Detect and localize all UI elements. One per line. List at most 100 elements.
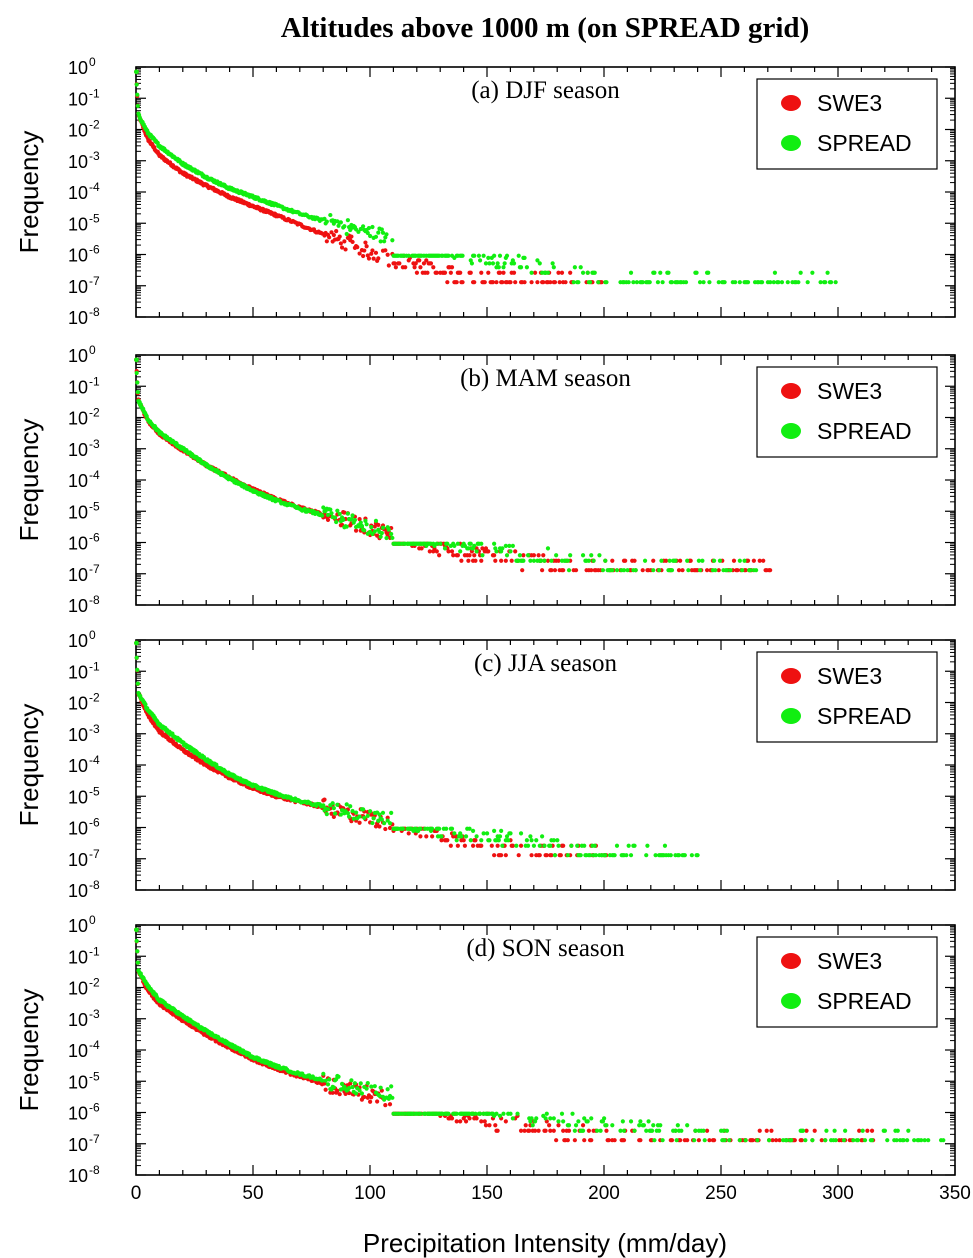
data-point (460, 280, 465, 285)
y-tick-exponent: -6 (89, 243, 100, 257)
data-point (344, 802, 349, 807)
data-point (716, 568, 721, 573)
y-tick-exponent: -8 (89, 878, 100, 892)
data-point (578, 265, 583, 270)
data-point (547, 1123, 552, 1128)
data-point (372, 524, 377, 529)
data-point (518, 1128, 524, 1133)
data-point (537, 261, 542, 266)
data-point (350, 239, 355, 245)
data-point (470, 828, 476, 833)
legend-box (756, 936, 938, 1028)
data-point (586, 1128, 592, 1133)
data-point (612, 1138, 617, 1143)
data-point (323, 1087, 328, 1092)
series-spread (134, 69, 838, 285)
data-point (631, 280, 636, 285)
y-tick-exponent: -8 (89, 593, 100, 607)
data-point (357, 516, 362, 522)
data-point (769, 1128, 774, 1133)
data-point (335, 802, 340, 807)
data-point (686, 568, 691, 573)
data-point (336, 223, 341, 228)
y-tick-label: 10 (68, 787, 88, 807)
data-point (329, 811, 334, 816)
panel-label: (a) DJF season (471, 77, 620, 104)
y-tick-exponent: 0 (89, 628, 96, 642)
data-point (682, 853, 687, 858)
data-point (486, 255, 491, 260)
data-point (494, 1111, 499, 1116)
data-point (510, 843, 515, 848)
data-point (345, 218, 350, 223)
data-point (342, 239, 347, 244)
data-point (480, 546, 485, 551)
data-point (843, 1128, 848, 1133)
data-point (621, 568, 627, 573)
y-tick-label: 10 (68, 916, 88, 936)
y-tick-label: 10 (68, 121, 88, 141)
data-point (610, 558, 615, 563)
data-point (585, 1119, 590, 1124)
data-point (362, 815, 367, 820)
data-point (382, 239, 387, 244)
y-tick-exponent: -5 (89, 211, 100, 225)
data-point (679, 1128, 684, 1133)
data-point (477, 1111, 483, 1116)
data-point (479, 270, 484, 275)
data-point (580, 553, 586, 558)
data-point (378, 1085, 383, 1090)
data-point (572, 265, 577, 270)
data-point (472, 553, 477, 558)
data-point (779, 280, 785, 285)
data-point (543, 1116, 548, 1121)
data-point (598, 1128, 603, 1133)
data-point (376, 522, 381, 528)
data-point (466, 546, 471, 551)
y-tick-label: 10 (68, 502, 88, 522)
data-point (614, 843, 620, 848)
data-point (466, 558, 471, 563)
data-point (365, 230, 370, 236)
data-point (449, 1116, 455, 1121)
data-point (628, 270, 634, 275)
data-point (522, 280, 527, 285)
data-point (552, 853, 558, 858)
y-tick-label: 10 (68, 246, 88, 266)
data-point (604, 1123, 609, 1128)
data-point (364, 1086, 369, 1091)
data-point (509, 558, 514, 563)
y-tick-label: 10 (68, 596, 88, 616)
data-point (810, 1138, 815, 1143)
data-point (800, 1128, 806, 1133)
data-point (771, 280, 776, 285)
data-point (757, 1128, 762, 1133)
data-point (540, 834, 545, 839)
y-tick-label: 10 (68, 979, 88, 999)
data-point (531, 843, 537, 848)
data-point (487, 1123, 492, 1128)
data-point (529, 280, 534, 285)
data-point (518, 265, 524, 270)
data-point (358, 1081, 363, 1086)
x-tick-label: 200 (588, 1183, 620, 1204)
data-point (647, 280, 652, 285)
data-point (722, 1138, 727, 1143)
data-point (389, 1084, 394, 1089)
data-point (646, 1119, 651, 1124)
legend-marker (781, 993, 801, 1009)
data-point (337, 1092, 342, 1097)
y-tick-label: 10 (68, 409, 88, 429)
data-point (731, 558, 737, 563)
data-point (693, 1128, 698, 1133)
data-point (501, 270, 506, 275)
data-point (711, 1138, 717, 1143)
data-point (743, 568, 748, 573)
data-point (371, 256, 376, 261)
data-point (479, 541, 484, 546)
data-point (556, 270, 561, 275)
data-point (385, 252, 390, 257)
data-point (322, 216, 327, 221)
data-point (403, 265, 408, 270)
data-point (548, 1116, 553, 1121)
